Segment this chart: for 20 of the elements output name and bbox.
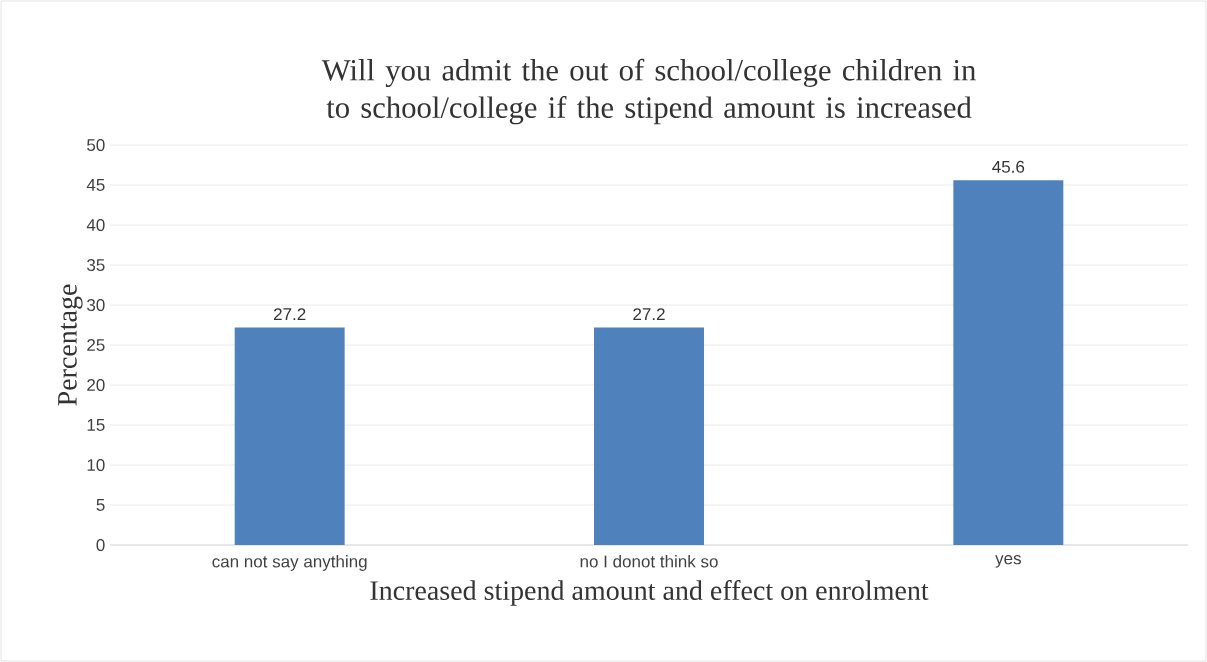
- chart-title: Will you admit the out of school/college children in to school/college if the stipend amount is increased: [321, 58, 976, 125]
- y-tick-label: 35: [87, 258, 105, 272]
- x-tick-label: can not say anything: [212, 555, 367, 571]
- y-tick-label: 20: [87, 378, 105, 392]
- y-tick-label: 25: [87, 338, 105, 352]
- data-label: 45.6: [992, 160, 1025, 173]
- y-tick-label: 15: [87, 419, 105, 431]
- x-tick-label: no I donot think so: [580, 555, 718, 568]
- data-label: 27.2: [273, 308, 306, 321]
- data-label: 27.2: [633, 308, 665, 321]
- y-tick-label: 40: [86, 218, 105, 232]
- y-tick-label: 45: [86, 179, 105, 191]
- y-tick-label: 30: [87, 298, 105, 312]
- x-tick-label: yes: [995, 555, 1021, 568]
- y-axis-title: Percentage: [58, 284, 83, 406]
- y-tick-label: 0: [96, 538, 105, 552]
- y-tick-label: 50: [87, 138, 105, 152]
- x-axis-title: Increased stipend amount and effect on enrolment: [370, 580, 929, 606]
- y-tick-label: 10: [87, 458, 105, 472]
- y-tick-label: 5: [96, 499, 105, 511]
